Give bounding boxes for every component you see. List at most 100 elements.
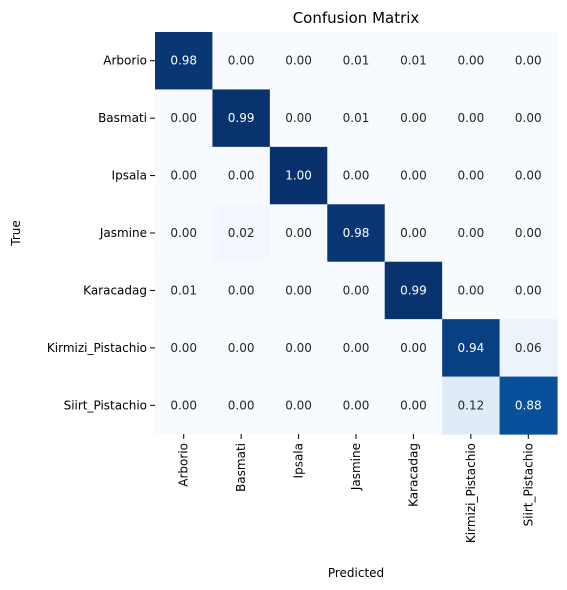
cell-value-r4-c3: 0.00	[343, 283, 370, 297]
x-tick-label: Jasmine	[349, 443, 363, 491]
heatmap-cell-r5-c5	[442, 319, 501, 378]
y-tick-label: Ipsala	[112, 169, 147, 183]
heatmap-cell-r6-c0	[155, 376, 214, 435]
cell-value-r0-c1: 0.00	[228, 54, 255, 68]
cell-value-r3-c0: 0.00	[170, 226, 197, 240]
cell-value-r3-c6: 0.00	[515, 226, 542, 240]
cell-value-r5-c4: 0.00	[400, 341, 427, 355]
x-tick-label: Arborio	[177, 443, 191, 487]
heatmap-cell-r3-c5	[442, 204, 501, 263]
y-axis-label: True	[9, 220, 23, 247]
heatmap-cell-r6-c4	[384, 376, 443, 435]
cell-value-r0-c3: 0.01	[343, 54, 370, 68]
cell-value-r6-c5: 0.12	[458, 398, 485, 412]
x-tick-label: Karacadag	[406, 443, 420, 507]
heatmap-cell-r6-c2	[269, 376, 328, 435]
cell-value-r6-c3: 0.00	[343, 398, 370, 412]
heatmap-cell-r3-c0	[155, 204, 214, 263]
x-axis-label: Predicted	[328, 566, 384, 580]
y-tick-labels: Arborio Basmati Ipsala Jasmine Karacadag Kirm…	[47, 54, 155, 412]
cell-value-r3-c4: 0.00	[400, 226, 427, 240]
y-tick-label: Karacadag	[83, 283, 147, 297]
cell-value-r5-c6: 0.06	[515, 341, 542, 355]
heatmap-cell-r6-c6	[499, 376, 558, 435]
y-tick-label: Arborio	[103, 54, 147, 68]
heatmap-cell-r2-c5	[442, 146, 501, 205]
heatmap-cell-r5-c0	[155, 319, 214, 378]
cell-value-r0-c0: 0.98	[170, 54, 197, 68]
cell-value-r3-c5: 0.00	[458, 226, 485, 240]
heatmap-cell-r0-c5	[442, 32, 501, 91]
cell-value-r3-c2: 0.00	[285, 226, 312, 240]
heatmap-cells: 0.98 0.00 0.00 0.01 0.01 0.00 0.00 0.00 0.99 0.00…	[155, 32, 558, 435]
heatmap-cell-r5-c3	[327, 319, 386, 378]
heatmap-cell-r1-c5	[442, 89, 501, 148]
heatmap-cell-r2-c0	[155, 146, 214, 205]
cell-value-r5-c1: 0.00	[228, 341, 255, 355]
cell-value-r4-c1: 0.00	[228, 283, 255, 297]
cell-value-r3-c3: 0.98	[343, 226, 370, 240]
x-tick-label: Siirt_Pistachio	[521, 443, 535, 526]
heatmap-cell-r3-c4	[384, 204, 443, 263]
cell-value-r2-c3: 0.00	[343, 169, 370, 183]
heatmap-cell-r6-c3	[327, 376, 386, 435]
heatmap-cell-r4-c6	[499, 261, 558, 320]
cell-value-r2-c6: 0.00	[515, 169, 542, 183]
heatmap-cell-r3-c6	[499, 204, 558, 263]
cell-value-r0-c2: 0.00	[285, 54, 312, 68]
heatmap-cell-r0-c1	[212, 32, 271, 91]
cell-value-r6-c4: 0.00	[400, 398, 427, 412]
heatmap-cell-r5-c4	[384, 319, 443, 378]
cell-value-r6-c2: 0.00	[285, 398, 312, 412]
heatmap-cell-r0-c0	[155, 32, 214, 91]
heatmap-cell-r0-c3	[327, 32, 386, 91]
heatmap-cell-r2-c6	[499, 146, 558, 205]
heatmap-cell-r6-c1	[212, 376, 271, 435]
cell-value-r2-c0: 0.00	[170, 169, 197, 183]
heatmap-cell-r2-c4	[384, 146, 443, 205]
cell-value-r1-c5: 0.00	[458, 111, 485, 125]
cell-value-r2-c2: 1.00	[285, 169, 312, 183]
cell-value-r1-c4: 0.00	[400, 111, 427, 125]
cell-value-r6-c0: 0.00	[170, 398, 197, 412]
cell-value-r5-c3: 0.00	[343, 341, 370, 355]
y-tick-label: Siirt_Pistachio	[64, 398, 147, 412]
heatmap-cell-r4-c3	[327, 261, 386, 320]
heatmap-cell-r2-c3	[327, 146, 386, 205]
cell-value-r1-c1: 0.99	[228, 111, 255, 125]
cell-value-r1-c0: 0.00	[170, 111, 197, 125]
x-tick-label: Basmati	[234, 443, 248, 492]
heatmap-cell-r0-c4	[384, 32, 443, 91]
heatmap-cell-r1-c0	[155, 89, 214, 148]
cell-value-r6-c1: 0.00	[228, 398, 255, 412]
cell-value-r1-c3: 0.01	[343, 111, 370, 125]
cell-value-r5-c2: 0.00	[285, 341, 312, 355]
heatmap-cell-r0-c2	[269, 32, 328, 91]
heatmap-cell-r1-c4	[384, 89, 443, 148]
cell-value-r0-c6: 0.00	[515, 54, 542, 68]
heatmap-cell-r3-c1	[212, 204, 271, 263]
heatmap-cell-r4-c1	[212, 261, 271, 320]
cell-value-r4-c5: 0.00	[458, 283, 485, 297]
chart-title: Confusion Matrix	[293, 9, 420, 27]
heatmap-cell-r5-c1	[212, 319, 271, 378]
cell-value-r1-c2: 0.00	[285, 111, 312, 125]
heatmap-cell-r4-c0	[155, 261, 214, 320]
cell-value-r4-c0: 0.01	[170, 283, 197, 297]
cell-value-r4-c4: 0.99	[400, 283, 427, 297]
heatmap-cell-r2-c1	[212, 146, 271, 205]
cell-value-r2-c4: 0.00	[400, 169, 427, 183]
cell-value-r0-c4: 0.01	[400, 54, 427, 68]
cell-value-r5-c0: 0.00	[170, 341, 197, 355]
heatmap-cell-r5-c2	[269, 319, 328, 378]
cell-value-r1-c6: 0.00	[515, 111, 542, 125]
heatmap-cell-r3-c3	[327, 204, 386, 263]
cell-value-r0-c5: 0.00	[458, 54, 485, 68]
heatmap-cell-r5-c6	[499, 319, 558, 378]
cell-value-r4-c6: 0.00	[515, 283, 542, 297]
cell-value-r3-c1: 0.02	[228, 226, 255, 240]
heatmap-cell-r6-c5	[442, 376, 501, 435]
x-tick-label: Kirmizi_Pistachio	[464, 443, 478, 543]
y-tick-label: Basmati	[98, 111, 147, 125]
